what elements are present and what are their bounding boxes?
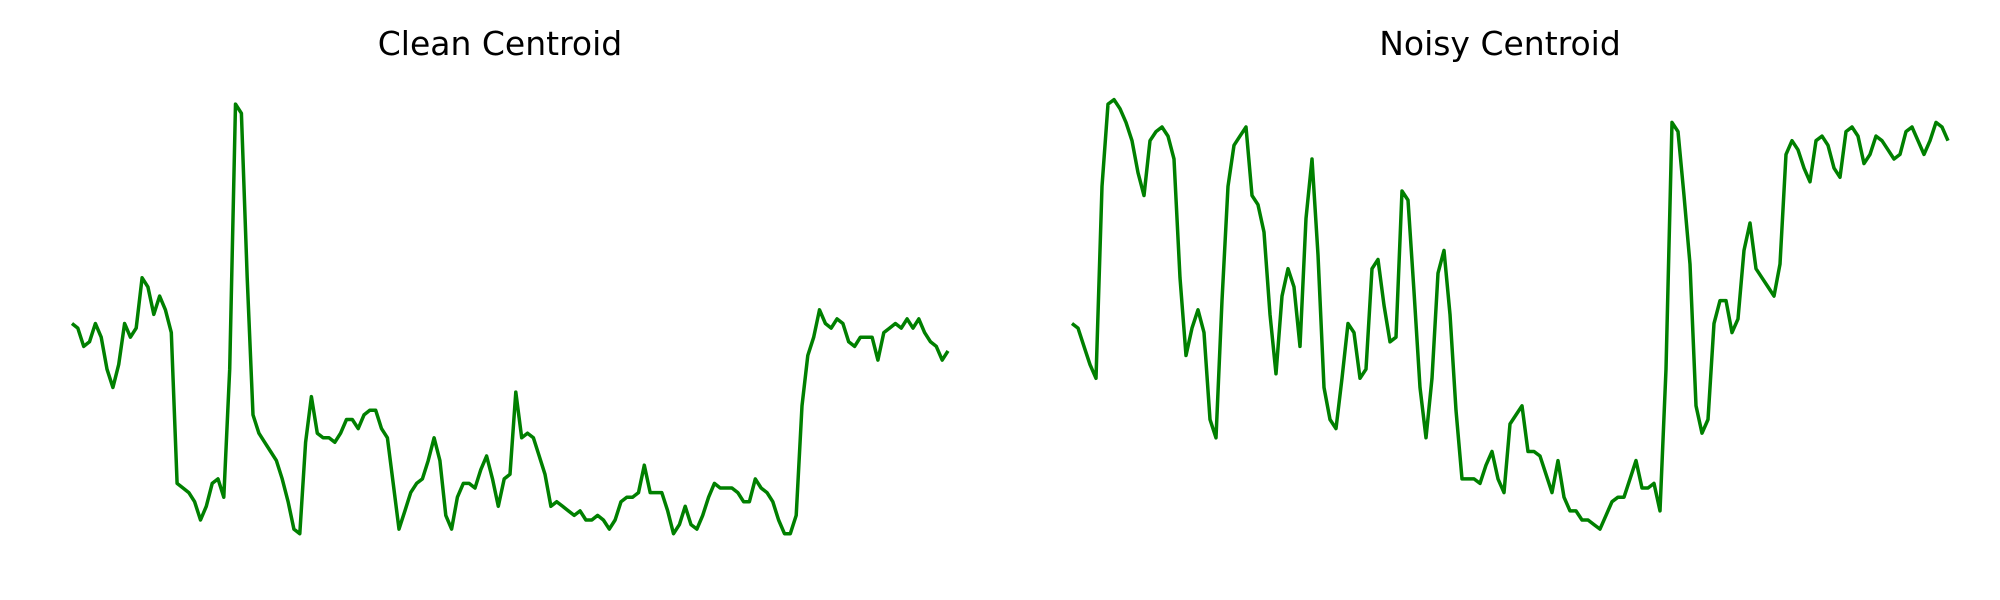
series-line-0 <box>70 102 950 536</box>
noisy-centroid-panel: Noisy Centroid <box>1000 0 2000 600</box>
clean-centroid-chart <box>70 102 950 536</box>
series-line-1 <box>1070 97 1950 531</box>
noisy-centroid-chart <box>1070 97 1950 531</box>
noisy-centroid-title: Noisy Centroid <box>1379 24 1621 63</box>
clean-centroid-title: Clean Centroid <box>377 24 623 63</box>
clean-centroid-panel: Clean Centroid <box>70 24 950 536</box>
